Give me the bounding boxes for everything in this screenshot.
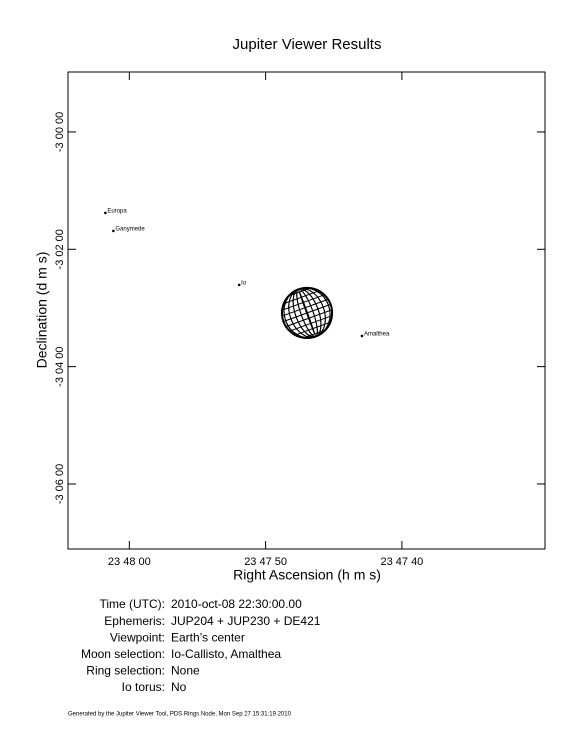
moon-label: Io [241,280,247,286]
y-tick-label: -3 04 00 [54,346,66,386]
footer: Generated by the Jupiter Viewer Tool, PD… [68,712,292,718]
chart-title: Jupiter Viewer Results [233,36,382,53]
moon-point [360,334,364,338]
info-label: Moon selection: [81,647,165,661]
info-label: Ring selection: [86,664,165,678]
info-value: 2010-oct-08 22:30:00.00 [171,597,302,611]
moon-point [104,211,107,215]
x-tick-label: 23 48 00 [108,556,151,568]
x-tick-label: 23 47 40 [380,556,423,568]
moon-point [112,229,115,233]
planet-parallel [287,314,335,333]
moon-point [237,283,241,287]
info-value: Io-Callisto, Amalthea [171,647,281,661]
info-label: Time (UTC): [99,597,165,611]
info-value: JUP204 + JUP230 + DE421 [171,614,321,628]
moon-label: Ganymede [115,226,145,232]
x-axis-label: Right Ascension (h m s) [233,567,381,583]
planet [275,283,339,343]
info-value: Earth’s center [171,630,245,644]
info-value: No [171,680,187,694]
y-tick-label: -3 00 00 [54,112,66,152]
y-axis-label: Declination (d m s) [34,252,50,369]
y-tick-label: -3 02 00 [54,229,66,269]
moon-label: Amalthea [364,332,390,338]
info-value: None [171,664,200,678]
info-label: Viewpoint: [110,630,165,644]
planet-disk [281,286,334,339]
plot-frame [67,71,546,550]
info-label: Ephemeris: [104,614,165,628]
x-tick-label: 23 47 50 [244,556,287,568]
moon-label: Europa [107,208,127,214]
info-label: Io torus: [122,680,165,694]
y-tick-label: -3 06 00 [54,464,66,504]
